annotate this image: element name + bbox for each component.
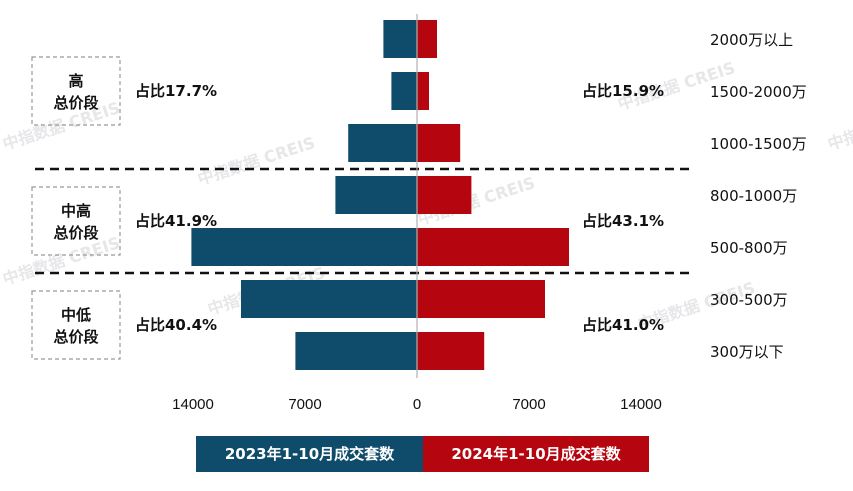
bar-2024 (417, 124, 461, 162)
group-label: 高 (68, 72, 83, 90)
group-label: 中低 (61, 306, 91, 324)
legend-2024: 2024年1-10月成交套数 (423, 436, 649, 472)
group-label: 总价段 (53, 224, 98, 242)
legend-2023: 2023年1-10月成交套数 (196, 436, 423, 472)
group-label: 总价段 (53, 94, 98, 112)
x-tick-label: 7000 (288, 396, 321, 413)
group-label: 总价段 (53, 328, 98, 346)
bar-2024 (417, 20, 437, 58)
x-axis-tick-labels: 14000 7000 0 7000 14000 (172, 396, 662, 413)
bar-2023 (348, 124, 417, 162)
group-box (31, 56, 121, 126)
x-tick-label: 14000 (172, 396, 214, 413)
watermark-text: 中指数据 CREIS (195, 133, 317, 189)
category-label: 300万以下 (710, 343, 784, 361)
category-label: 300-500万 (710, 291, 788, 309)
group-box (31, 186, 121, 256)
share-labels: 占比17.7% 占比15.9% 占比41.9% 占比43.1% 占比40.4% 占比41.… (135, 82, 664, 334)
x-tick-label: 0 (413, 396, 421, 413)
share-2023-label: 占比40.4% (135, 316, 217, 334)
bar-2023 (391, 72, 417, 110)
bar-2024 (417, 280, 545, 318)
share-2024-label: 占比43.1% (582, 212, 664, 230)
bar-2023 (335, 176, 417, 214)
watermark-text: 中指数据 CREIS (825, 98, 853, 154)
x-tick-label: 7000 (512, 396, 545, 413)
bar-2023 (241, 280, 417, 318)
category-labels: 2000万以上 1500-2000万 1000-1500万 800-1000万 500-… (710, 31, 807, 361)
share-2023-label: 占比17.7% (135, 82, 217, 100)
bar-2024 (417, 176, 472, 214)
share-2023-label: 占比41.9% (135, 212, 217, 230)
bar-2024 (417, 228, 569, 266)
category-label: 500-800万 (710, 239, 788, 257)
x-tick-label: 14000 (620, 396, 662, 413)
group-box (31, 290, 121, 360)
series-2024-bars (417, 20, 569, 370)
category-label: 1500-2000万 (710, 83, 807, 101)
category-label: 1000-1500万 (710, 135, 807, 153)
share-2024-label: 占比41.0% (582, 316, 664, 334)
share-2024-label: 占比15.9% (582, 82, 664, 100)
category-label: 800-1000万 (710, 187, 797, 205)
group-label: 中高 (61, 202, 91, 220)
bar-2023 (295, 332, 417, 370)
bar-2024 (417, 72, 429, 110)
category-label: 2000万以上 (710, 31, 793, 49)
group-separators (35, 167, 692, 275)
series-2023-bars (191, 20, 417, 370)
bar-2024 (417, 332, 485, 370)
bar-2023 (191, 228, 417, 266)
bar-2023 (383, 20, 417, 58)
